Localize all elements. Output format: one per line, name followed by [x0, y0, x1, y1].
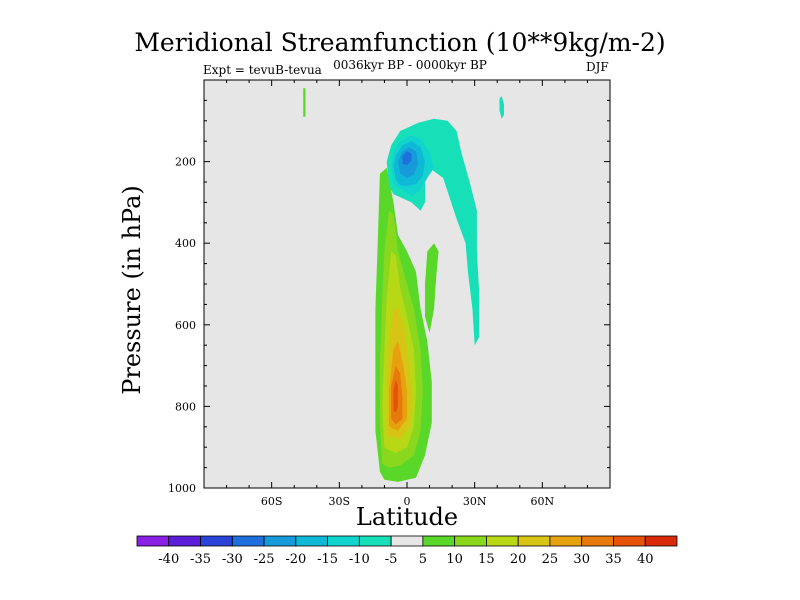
- contour-negative-cell-25: [402, 151, 412, 165]
- chart-title: Meridional Streamfunction (10**9kg/m-2): [134, 28, 666, 57]
- colorbar-label: 40: [637, 552, 654, 567]
- colorbar-swatch: [517, 535, 551, 547]
- colorbar-label: 25: [542, 552, 559, 567]
- colorbar-swatch: [327, 535, 360, 547]
- contour-positive-lobe-east: [425, 243, 439, 333]
- contour-negative-streak-north: [499, 96, 504, 119]
- colorbar-label: -15: [317, 552, 338, 567]
- y-tick-label: 400: [175, 237, 196, 250]
- x-tick-label: 30N: [463, 495, 487, 508]
- x-tick-label: 60S: [261, 495, 283, 508]
- experiment-label: Expt = tevuB-tevua: [203, 63, 322, 77]
- x-tick-label: 30S: [329, 495, 351, 508]
- colorbar-label: 35: [605, 552, 622, 567]
- colorbar: -40 -35 -30 -25 -20 -15 -10 -5 5 10 15 20 25 30 35 40: [136, 535, 678, 567]
- x-tick-label: 60N: [531, 495, 555, 508]
- colorbar-swatch: [168, 535, 201, 547]
- colorbar-label: 5: [419, 552, 427, 567]
- colorbar-label: -5: [385, 552, 398, 567]
- colorbar-swatch: [581, 535, 614, 547]
- colorbar-label: 15: [478, 552, 495, 567]
- y-tick-label: 600: [175, 319, 196, 332]
- colorbar-label: -40: [158, 552, 179, 567]
- colorbar-label: 20: [510, 552, 527, 567]
- contour-layer: [303, 88, 504, 482]
- colorbar-swatch: [486, 535, 519, 547]
- x-tick-label: 0: [404, 495, 411, 508]
- colorbar-label: 10: [446, 552, 463, 567]
- contour-positive-streak-south: [303, 88, 306, 117]
- colorbar-label: -25: [254, 552, 275, 567]
- y-tick-label: 800: [175, 400, 196, 413]
- colorbar-label: 30: [573, 552, 590, 567]
- colorbar-swatch: [454, 535, 487, 547]
- colorbar-swatch: [613, 535, 646, 547]
- colorbar-swatch: [136, 535, 170, 547]
- colorbar-swatch: [422, 535, 456, 547]
- colorbar-swatch: [358, 535, 392, 547]
- colorbar-swatch: [549, 535, 583, 547]
- colorbar-label: -20: [285, 552, 306, 567]
- colorbar-swatch: [644, 535, 678, 547]
- colorbar-swatch: [390, 535, 424, 547]
- colorbar-swatch: [231, 535, 265, 547]
- y-tick-label: 1000: [168, 482, 196, 495]
- season-label: DJF: [586, 60, 609, 74]
- y-tick-label: 200: [175, 156, 196, 169]
- colorbar-swatch: [295, 535, 328, 547]
- colorbar-label: -30: [222, 552, 243, 567]
- colorbar-swatch: [263, 535, 297, 547]
- colorbar-swatch: [200, 535, 233, 547]
- colorbar-label: -10: [349, 552, 370, 567]
- axis-layer: 60S 30S 0 30N 60N 200 400 600 800 1000: [168, 80, 610, 508]
- colorbar-label: -35: [190, 552, 211, 567]
- chart-subtitle: 0036kyr BP - 0000kyr BP: [333, 58, 487, 72]
- contour-positive-cell-40: [393, 379, 398, 413]
- x-axis-label: Latitude: [355, 503, 459, 531]
